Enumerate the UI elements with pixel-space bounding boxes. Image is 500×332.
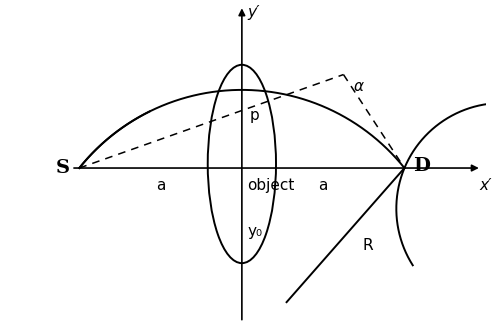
- Text: a: a: [156, 178, 166, 193]
- Text: p: p: [250, 108, 260, 123]
- Text: α: α: [353, 79, 363, 94]
- Text: R: R: [362, 238, 373, 253]
- Text: D: D: [412, 157, 430, 175]
- Text: x′: x′: [479, 178, 492, 193]
- Text: y′: y′: [248, 5, 260, 21]
- Text: a: a: [318, 178, 328, 193]
- Text: y₀: y₀: [248, 224, 262, 239]
- Text: S: S: [56, 159, 70, 177]
- Text: object: object: [248, 178, 295, 194]
